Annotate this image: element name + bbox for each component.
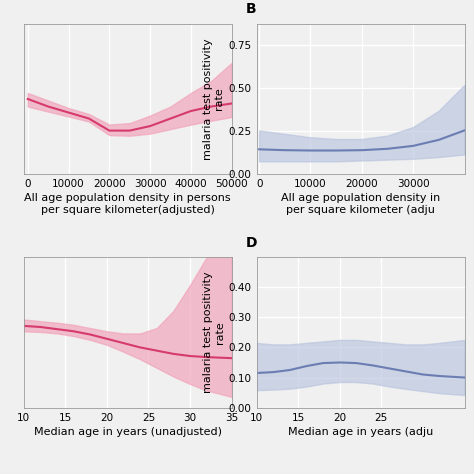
Y-axis label: malaria test positivity
rate: malaria test positivity rate: [203, 38, 224, 160]
X-axis label: Median age in years (adju: Median age in years (adju: [288, 427, 433, 437]
Text: D: D: [246, 236, 258, 249]
Y-axis label: malaria test positivity
rate: malaria test positivity rate: [203, 272, 225, 393]
Text: B: B: [246, 2, 257, 16]
X-axis label: All age population density in
per square kilometer (adju: All age population density in per square…: [281, 193, 440, 215]
X-axis label: All age population density in persons
per square kilometer(adjusted): All age population density in persons pe…: [24, 193, 231, 215]
X-axis label: Median age in years (unadjusted): Median age in years (unadjusted): [34, 427, 222, 437]
